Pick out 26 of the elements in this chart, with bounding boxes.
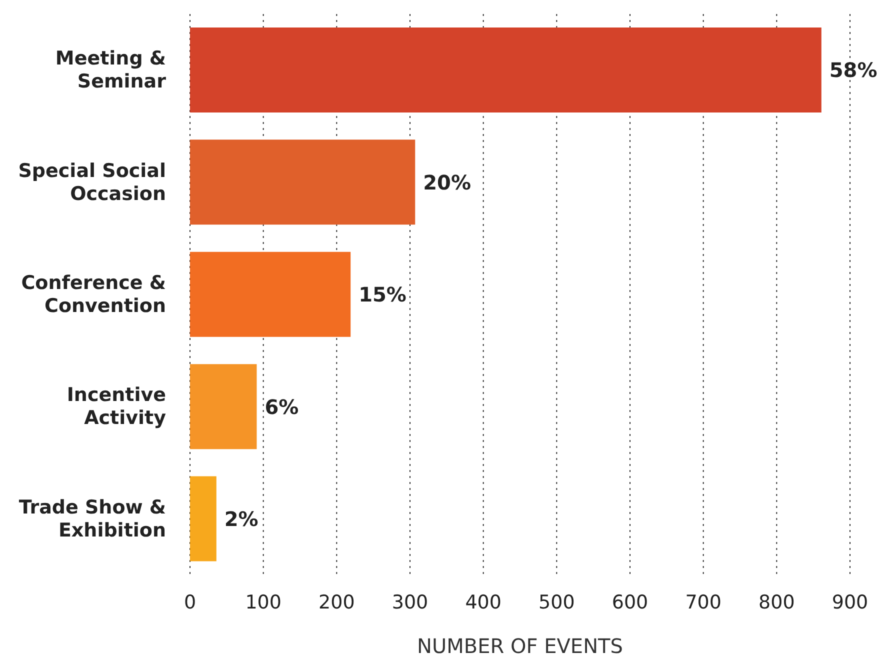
annotation: 15%: [358, 282, 406, 307]
annotation: 6%: [264, 394, 299, 419]
x-tick-label: 0: [184, 591, 196, 614]
y-tick-label: Special Social Occasion: [18, 160, 166, 205]
x-tick-label: 900: [832, 591, 868, 614]
x-tick-label: 400: [465, 591, 502, 614]
x-tick-label: 700: [685, 591, 722, 614]
bar: [190, 252, 351, 337]
y-tick-label: Trade Show & Exhibition: [18, 496, 166, 542]
annotation: 2%: [224, 507, 258, 531]
x-tick-label: 200: [318, 591, 355, 614]
y-tick-label: Incentive Activity: [66, 384, 167, 430]
y-tick-label: Meeting & Seminar: [55, 48, 167, 93]
bar: [190, 27, 822, 112]
bar: [190, 140, 416, 225]
x-tick-label: 100: [245, 591, 282, 614]
annotation: 58%: [829, 58, 878, 82]
annotation: 20%: [423, 170, 472, 194]
x-tick-label: 300: [392, 591, 428, 614]
x-tick-label: 600: [612, 591, 648, 614]
bar: [190, 476, 216, 562]
y-tick-label: Conference & Convention: [21, 272, 166, 317]
x-tick-label: 500: [538, 591, 575, 614]
bar: [190, 364, 257, 450]
x-axis-title: NUMBER OF EVENTS: [417, 634, 623, 658]
x-tick-label: 800: [758, 591, 795, 614]
